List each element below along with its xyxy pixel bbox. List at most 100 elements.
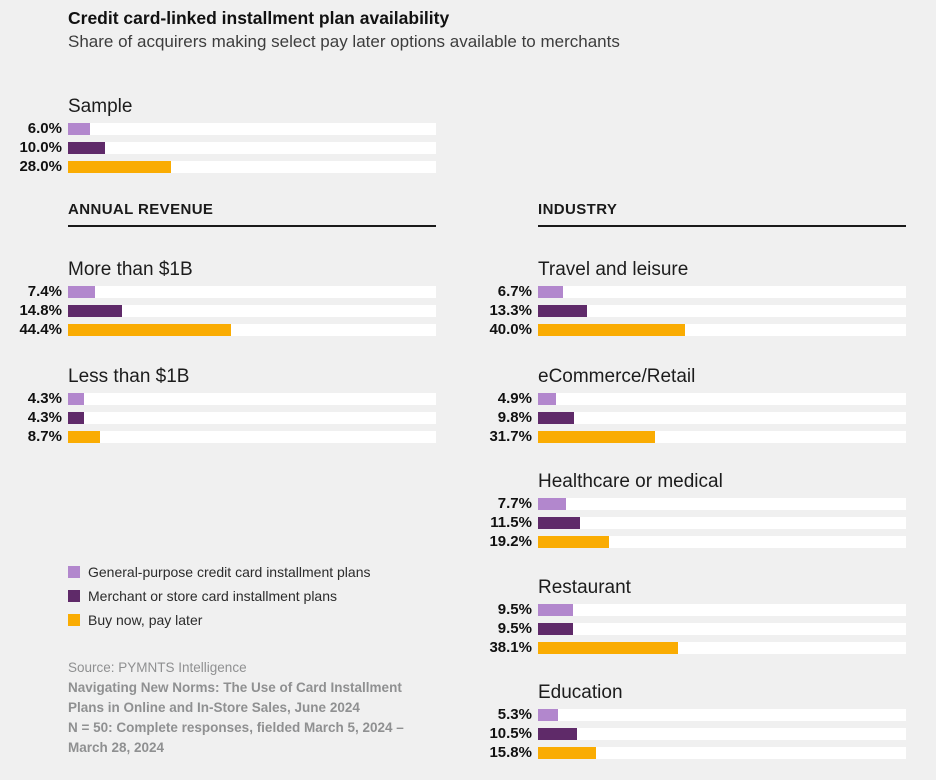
bar-group-title: Restaurant (538, 577, 631, 598)
bar-group-education: Education 5.3% 10.5% 15.8% (470, 681, 906, 762)
bar-row: 9.5% (470, 600, 906, 619)
bar-merchant-store (68, 141, 105, 154)
legend-label: Merchant or store card installment plans (88, 588, 337, 604)
bar-track (538, 323, 906, 336)
bar-general-purpose (538, 285, 563, 298)
bar-track (68, 430, 436, 443)
bar-row: 44.4% (0, 320, 436, 339)
bar-merchant-store (538, 516, 581, 529)
legend: General-purpose credit card installment … (68, 560, 370, 632)
bar-value-label: 7.4% (27, 283, 62, 300)
bar-row: 7.7% (470, 494, 906, 513)
bar-bnpl (68, 430, 101, 443)
bar-group-more-than-1b: More than $1B 7.4% 14.8% 44.4% (0, 258, 436, 339)
bar-row: 4.3% (0, 389, 436, 408)
bar-row: 13.3% (470, 301, 906, 320)
bar-row: 19.2% (470, 532, 906, 551)
bar-track (538, 603, 906, 616)
bar-value-label: 9.5% (497, 620, 532, 637)
bar-row: 8.7% (0, 427, 436, 446)
bar-track (68, 323, 436, 336)
bar-value-label: 38.1% (489, 639, 532, 656)
bar-track (538, 641, 906, 654)
bar-group-title: Less than $1B (68, 366, 190, 387)
bar-track (68, 285, 436, 298)
bar-value-label: 8.7% (27, 428, 62, 445)
bar-row: 28.0% (0, 157, 436, 176)
legend-label: Buy now, pay later (88, 612, 203, 628)
bar-row: 14.8% (0, 301, 436, 320)
section-header-industry: INDUSTRY (538, 200, 906, 227)
bar-bnpl (68, 323, 232, 336)
bar-bnpl (538, 746, 597, 759)
bar-group-less-than-1b: Less than $1B 4.3% 4.3% 8.7% (0, 365, 436, 446)
bar-value-label: 9.5% (497, 601, 532, 618)
bar-group-title: More than $1B (68, 259, 193, 280)
bar-track (538, 497, 906, 510)
chart-header: Credit card-linked installment plan avai… (68, 7, 868, 54)
legend-swatch-merchant-store-icon (68, 590, 80, 602)
bar-track (538, 304, 906, 317)
bar-track (68, 304, 436, 317)
legend-label: General-purpose credit card installment … (88, 564, 371, 580)
bar-track (538, 727, 906, 740)
bar-row: 4.9% (470, 389, 906, 408)
bar-row: 9.8% (470, 408, 906, 427)
bar-general-purpose (538, 392, 557, 405)
bar-row: 38.1% (470, 638, 906, 657)
legend-item: Merchant or store card installment plans (68, 584, 370, 608)
bar-general-purpose (68, 285, 96, 298)
bar-group-ecommerce-retail: eCommerce/Retail 4.9% 9.8% 31.7% (470, 365, 906, 446)
legend-swatch-bnpl-icon (68, 614, 80, 626)
bar-value-label: 15.8% (489, 744, 532, 761)
bar-track (68, 122, 436, 135)
bar-group-title: Education (538, 682, 623, 703)
bar-merchant-store (538, 411, 575, 424)
bar-track (68, 411, 436, 424)
bar-general-purpose (538, 497, 567, 510)
bar-value-label: 10.0% (19, 139, 62, 156)
bar-merchant-store (538, 727, 577, 740)
bar-track (68, 141, 436, 154)
bar-merchant-store (68, 411, 84, 424)
bar-value-label: 4.3% (27, 409, 62, 426)
bar-group-title: Healthcare or medical (538, 471, 723, 492)
bar-row: 6.0% (0, 119, 436, 138)
bar-track (68, 392, 436, 405)
bar-row: 31.7% (470, 427, 906, 446)
bar-track (538, 430, 906, 443)
bar-track (538, 516, 906, 529)
source-attribution: Source: PYMNTS Intelligence (68, 660, 247, 675)
bar-merchant-store (538, 304, 587, 317)
legend-swatch-general-purpose-icon (68, 566, 80, 578)
bar-group-title: Sample (68, 96, 133, 117)
bar-group-healthcare-medical: Healthcare or medical 7.7% 11.5% 19.2% (470, 470, 906, 551)
bar-value-label: 14.8% (19, 302, 62, 319)
bar-row: 10.5% (470, 724, 906, 743)
bar-value-label: 9.8% (497, 409, 532, 426)
source-sample-note: N = 50: Complete responses, fielded Marc… (68, 720, 404, 755)
bar-value-label: 13.3% (489, 302, 532, 319)
bar-bnpl (538, 641, 679, 654)
bar-row: 40.0% (470, 320, 906, 339)
bar-value-label: 10.5% (489, 725, 532, 742)
bar-row: 6.7% (470, 282, 906, 301)
bar-bnpl (68, 160, 172, 173)
bar-row: 9.5% (470, 619, 906, 638)
bar-bnpl (538, 323, 686, 336)
bar-group-sample: Sample 6.0% 10.0% 28.0% (0, 95, 436, 176)
bar-merchant-store (68, 304, 123, 317)
bar-group-restaurant: Restaurant 9.5% 9.5% 38.1% (470, 576, 906, 657)
bar-track (538, 411, 906, 424)
bar-group-title: Travel and leisure (538, 259, 689, 280)
bar-value-label: 40.0% (489, 321, 532, 338)
bar-track (538, 285, 906, 298)
bar-value-label: 6.7% (497, 283, 532, 300)
source-report-title: Navigating New Norms: The Use of Card In… (68, 680, 402, 715)
bar-group-title: eCommerce/Retail (538, 366, 696, 387)
bar-value-label: 19.2% (489, 533, 532, 550)
bar-track (538, 708, 906, 721)
bar-row: 4.3% (0, 408, 436, 427)
bar-row: 7.4% (0, 282, 436, 301)
bar-row: 5.3% (470, 705, 906, 724)
